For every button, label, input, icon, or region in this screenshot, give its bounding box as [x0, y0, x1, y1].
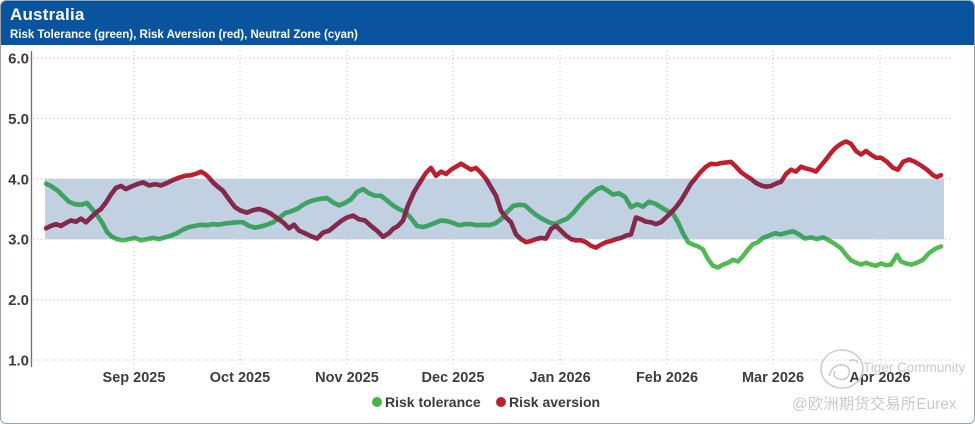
risk-tolerance-line-in-zone [45, 181, 832, 240]
y-tick-label: 1.0 [8, 353, 29, 370]
y-tick-label: 3.0 [8, 232, 29, 249]
chart-title: Australia [10, 5, 85, 24]
chart-header: Australia Risk Tolerance (green), Risk A… [1, 1, 974, 45]
x-tick-label: Sep 2025 [103, 370, 166, 386]
x-tick-label: Nov 2025 [315, 370, 379, 386]
x-tick-label: Jan 2026 [529, 370, 590, 386]
risk-line-chart: 6.0 5.0 4.0 3.0 2.0 1.0 Sep 2025 Oct 2025 Nov 2… [8, 51, 966, 414]
y-axis-tick-labels: 6.0 5.0 4.0 3.0 2.0 1.0 [8, 51, 29, 370]
x-tick-label: Mar 2026 [742, 370, 804, 386]
legend: Risk tolerance Risk aversion [372, 394, 600, 410]
y-tick-label: 4.0 [8, 171, 29, 188]
tiger-logo-icon [820, 349, 864, 389]
x-tick-label: Oct 2025 [210, 370, 270, 386]
y-tick-label: 2.0 [8, 292, 29, 309]
legend-marker-risk-tolerance [372, 397, 382, 407]
x-tick-label: Dec 2025 [422, 370, 485, 386]
y-tick-label: 5.0 [8, 111, 29, 128]
x-axis-month-labels: Sep 2025 Oct 2025 Nov 2025 Dec 2025 Jan 2026… [103, 370, 911, 386]
x-tick-label: Apr 2026 [849, 370, 910, 386]
watermark-handle: @欧洲期货交易所Eurex [792, 395, 957, 413]
watermark-community: Tiger Community [863, 360, 966, 375]
tiger-logo-doodle [828, 359, 859, 381]
legend-label-risk-tolerance: Risk tolerance [385, 394, 481, 410]
y-tick-label: 6.0 [8, 51, 29, 68]
risk-aversion-line-in-zone [45, 178, 939, 240]
x-tick-label: Feb 2026 [636, 370, 698, 386]
watermark: Tiger Community @欧洲期货交易所Eurex [792, 349, 966, 413]
legend-label-risk-aversion: Risk aversion [509, 394, 600, 410]
chart-subtitle: Risk Tolerance (green), Risk Aversion (r… [10, 29, 358, 41]
legend-marker-risk-aversion [496, 397, 506, 407]
